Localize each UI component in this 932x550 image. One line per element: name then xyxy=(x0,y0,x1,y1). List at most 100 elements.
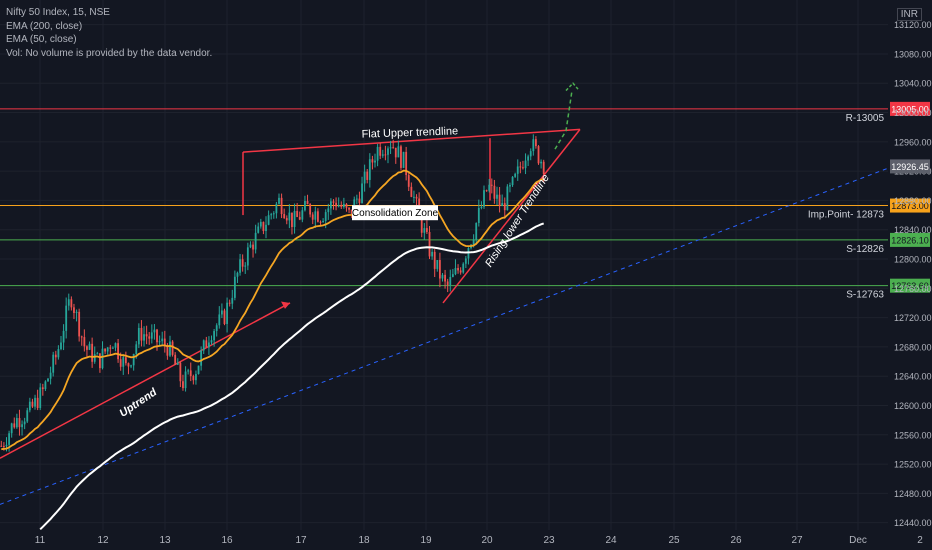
candle-body xyxy=(433,251,436,269)
candle-body xyxy=(381,154,384,156)
candle-body xyxy=(291,212,293,228)
candle-body xyxy=(371,159,374,163)
candle-body xyxy=(41,387,44,390)
candle-body xyxy=(62,330,65,343)
candle-body xyxy=(509,185,511,187)
currency-label[interactable]: INR xyxy=(896,8,922,21)
candle-body xyxy=(132,353,135,366)
candle-body xyxy=(241,259,244,267)
candle-body xyxy=(67,299,70,306)
candle-body xyxy=(332,201,335,203)
legend-ema50[interactable]: EMA (50, close) xyxy=(6,34,77,45)
level-label: S-12763 xyxy=(846,290,884,301)
time-tick: 26 xyxy=(730,535,742,546)
time-tick: 23 xyxy=(543,535,555,546)
level-label: S-12826 xyxy=(846,244,884,255)
candle-body xyxy=(415,196,418,199)
candle-body xyxy=(104,348,107,352)
candle-body xyxy=(535,139,537,147)
candle-body xyxy=(426,228,428,232)
candle-body xyxy=(516,166,519,174)
candle-body xyxy=(449,276,452,285)
legend-symbol[interactable]: Nifty 50 Index, 15, NSE xyxy=(6,7,110,18)
candle-body xyxy=(153,329,156,333)
candle-body xyxy=(524,160,527,169)
time-tick: 27 xyxy=(791,535,803,546)
candle-body xyxy=(236,272,239,277)
candle-body xyxy=(267,215,270,225)
level-price-badge xyxy=(890,232,930,247)
candle-body xyxy=(368,159,371,180)
candle-body xyxy=(511,176,514,186)
uptrend-line xyxy=(0,302,291,459)
candle-body xyxy=(423,228,426,233)
candle-body xyxy=(490,184,493,186)
candle-body xyxy=(156,329,158,343)
uptrend-arrowhead xyxy=(281,301,290,309)
candle-body xyxy=(34,397,36,407)
candle-body xyxy=(431,251,434,257)
candle-body xyxy=(317,211,319,222)
last-price-badge xyxy=(890,159,930,174)
candle-body xyxy=(148,336,151,339)
candle-body xyxy=(143,334,145,341)
candle-body xyxy=(28,401,31,411)
price-tick: 12520.00 xyxy=(894,460,932,470)
candle-body xyxy=(36,397,39,408)
candle-body xyxy=(257,226,260,233)
candle-body xyxy=(184,371,187,389)
annotation-rising-lower: Rising lower Trendline xyxy=(483,172,552,269)
price-tick: 12880.00 xyxy=(894,196,932,206)
time-axis[interactable]: 11 12 13 16 17 18 19 20 23 24 25 26 27 Dec 2 xyxy=(0,530,932,550)
time-tick: Dec xyxy=(849,535,867,546)
legend-ema200[interactable]: EMA (200, close) xyxy=(6,20,83,32)
candle-body xyxy=(462,263,465,273)
candle-body xyxy=(54,354,57,358)
candle-body xyxy=(163,338,166,347)
candle-body xyxy=(150,332,153,339)
candle-body xyxy=(270,214,273,216)
candle-body xyxy=(166,346,169,356)
candle-body xyxy=(78,311,81,337)
candles xyxy=(0,134,545,452)
candle-body xyxy=(137,327,140,345)
time-axis-bg xyxy=(0,530,932,550)
level-price-text: 13005.00 xyxy=(891,104,929,114)
price-tick: 12640.00 xyxy=(894,372,932,382)
candle-body xyxy=(213,331,216,341)
candle-body xyxy=(301,210,304,220)
price-tick: 12480.00 xyxy=(894,489,932,499)
price-tick: 12960.00 xyxy=(894,137,932,147)
candle-body xyxy=(488,184,491,191)
candle-body xyxy=(99,353,101,369)
candle-body xyxy=(210,340,213,343)
chart-grid xyxy=(0,0,888,530)
candle-body xyxy=(319,221,322,223)
candle-body xyxy=(355,198,358,200)
candle-body xyxy=(233,276,236,298)
price-tick: 12680.00 xyxy=(894,342,932,352)
rising-lower-trendline xyxy=(442,128,581,304)
level-price-badge xyxy=(890,198,930,213)
candle-body xyxy=(39,387,42,408)
candle-body xyxy=(285,218,288,221)
price-tick: 13080.00 xyxy=(894,49,932,59)
candle-body xyxy=(532,139,535,152)
time-tick: 13 xyxy=(159,535,171,546)
candle-body xyxy=(119,359,122,367)
legend-volume: Vol: No volume is provided by the data v… xyxy=(6,47,213,59)
candle-body xyxy=(226,302,228,324)
candle-body xyxy=(514,173,517,177)
candle-body xyxy=(200,350,203,366)
ema200-line xyxy=(39,222,545,531)
price-tick: 13000.00 xyxy=(894,108,932,118)
candle-body xyxy=(374,160,376,163)
candle-body xyxy=(44,381,47,390)
candle-body xyxy=(379,146,382,156)
candle-body xyxy=(49,372,52,379)
candle-body xyxy=(171,341,174,355)
candle-body xyxy=(420,213,423,233)
price-tick: 13120.00 xyxy=(894,20,932,30)
price-axis[interactable]: 13005.00 12873.00 12826.10 12763.60 12440.00… xyxy=(888,0,932,550)
